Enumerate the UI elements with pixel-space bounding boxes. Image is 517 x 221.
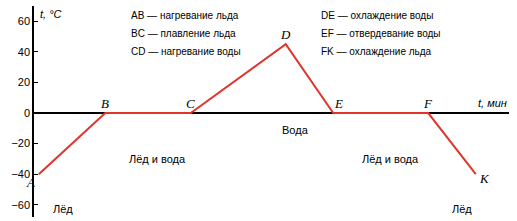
- svg-text:K: K: [479, 171, 490, 186]
- svg-text:−40: −40: [11, 168, 30, 180]
- svg-text:A: A: [26, 175, 35, 190]
- svg-text:20: 20: [18, 76, 30, 88]
- svg-text:FK — охлаждение льда: FK — охлаждение льда: [321, 46, 432, 57]
- svg-text:EF — отвердевание воды: EF — отвердевание воды: [321, 28, 441, 39]
- svg-text:B: B: [101, 96, 109, 111]
- svg-text:40: 40: [18, 46, 30, 58]
- svg-text:Вода: Вода: [282, 124, 309, 136]
- svg-text:Лёд и вода: Лёд и вода: [362, 153, 419, 165]
- svg-text:BC — плавление льда: BC — плавление льда: [131, 28, 236, 39]
- svg-text:60: 60: [18, 15, 30, 27]
- svg-text:t, °C: t, °C: [40, 8, 62, 20]
- svg-text:F: F: [423, 96, 433, 111]
- svg-text:C: C: [186, 96, 195, 111]
- svg-text:−60: −60: [11, 199, 30, 211]
- svg-text:0: 0: [24, 107, 30, 119]
- svg-text:E: E: [334, 96, 343, 111]
- svg-text:−20: −20: [11, 137, 30, 149]
- svg-text:t, мин: t, мин: [478, 97, 507, 109]
- svg-text:Лёд: Лёд: [452, 203, 472, 215]
- svg-text:Лёд и вода: Лёд и вода: [129, 153, 186, 165]
- svg-text:AB — нагревание льда: AB — нагревание льда: [131, 10, 239, 21]
- svg-text:CD — нагревание воды: CD — нагревание воды: [131, 46, 241, 57]
- svg-text:DE — охлаждение воды: DE — охлаждение воды: [321, 10, 433, 21]
- svg-text:Лёд: Лёд: [53, 203, 73, 215]
- svg-text:D: D: [280, 27, 291, 42]
